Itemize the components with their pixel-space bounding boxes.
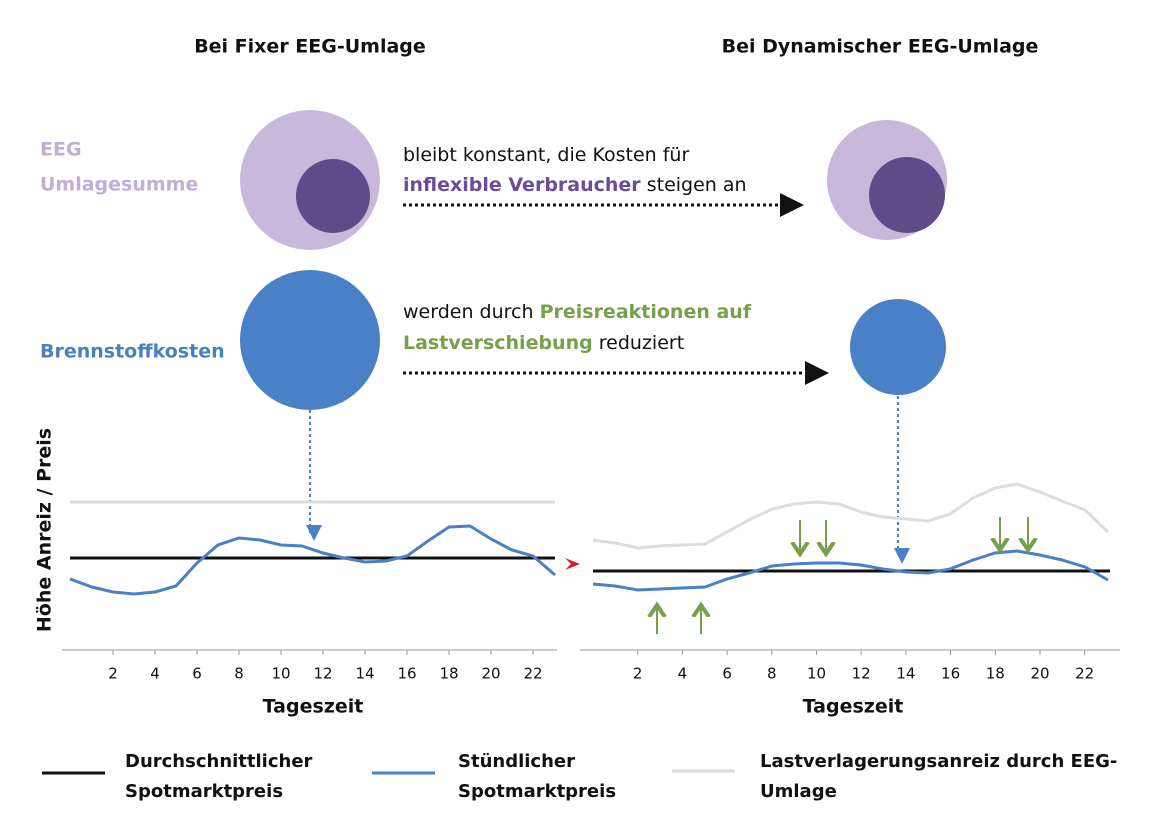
row-text: bleibt konstant, die Kosten für <box>403 144 689 166</box>
row-label: Umlagesumme <box>40 174 198 196</box>
x-tick-label: 2 <box>108 665 118 683</box>
text-segment: Lastverschiebung <box>403 332 593 354</box>
text-segment: werden durch <box>403 301 540 323</box>
text-segment: reduziert <box>593 332 684 354</box>
x-tick-label: 10 <box>807 665 826 683</box>
text-segment: steigen an <box>641 174 747 196</box>
x-tick-label: 2 <box>633 665 643 683</box>
legend-label: Umlage <box>760 781 837 802</box>
x-tick-label: 16 <box>941 665 960 683</box>
legend-label: Spotmarktpreis <box>125 781 283 802</box>
legend-label: Spotmarktpreis <box>458 781 616 802</box>
x-tick-label: 18 <box>439 665 458 683</box>
text-segment: bleibt konstant, die Kosten für <box>403 144 689 166</box>
title-left: Bei Fixer EEG-Umlage <box>194 36 426 58</box>
x-tick-label: 12 <box>313 665 332 683</box>
x-tick-label: 18 <box>986 665 1005 683</box>
fuel-circle <box>850 299 946 395</box>
x-tick-label: 8 <box>234 665 244 683</box>
legend-label: Durchschnittlicher <box>125 751 313 772</box>
text-segment: inflexible Verbraucher <box>403 174 641 196</box>
hourly-line <box>69 524 556 596</box>
legend <box>42 769 735 775</box>
y-label: Höhe Anreiz / Preis <box>34 428 56 632</box>
row-text: inflexible Verbraucher steigen an <box>403 174 747 196</box>
x-tick-label: 6 <box>192 665 202 683</box>
green-arrows <box>657 517 1028 634</box>
title-right: Bei Dynamischer EEG-Umlage <box>722 36 1039 58</box>
legend-label: Lastverlagerungsanreiz durch EEG- <box>760 751 1117 772</box>
x-tick-label: 12 <box>852 665 871 683</box>
x-tick-label: 10 <box>271 665 290 683</box>
row-label: EEG <box>40 139 82 161</box>
x-tick-label: 22 <box>1075 665 1094 683</box>
eeg-inner <box>296 159 370 233</box>
x-tick-label: 16 <box>397 665 416 683</box>
x-label: Tageszeit <box>803 696 904 718</box>
row-label: Brennstoffkosten <box>40 341 225 363</box>
circles <box>240 110 947 410</box>
chart-left <box>62 500 557 651</box>
chart-right <box>565 482 1120 651</box>
x-label: Tageszeit <box>263 696 364 718</box>
row-text: Lastverschiebung reduziert <box>403 332 684 354</box>
x-tick-label: 6 <box>722 665 732 683</box>
x-tick-label: 20 <box>481 665 500 683</box>
fuel-circle <box>240 270 380 410</box>
arrows <box>306 193 910 564</box>
eeg-inner <box>869 157 945 233</box>
x-tick-label: 20 <box>1030 665 1049 683</box>
row-text: werden durch Preisreaktionen auf <box>403 301 752 323</box>
x-tick-label: 14 <box>896 665 915 683</box>
x-tick-label: 4 <box>150 665 160 683</box>
text-segment: Preisreaktionen auf <box>540 301 752 323</box>
incentive-line <box>592 482 1110 550</box>
chevron <box>565 558 580 570</box>
x-tick-label: 4 <box>678 665 688 683</box>
legend-label: Stündlicher <box>458 751 575 772</box>
x-tick-label: 22 <box>523 665 542 683</box>
x-tick-label: 8 <box>767 665 777 683</box>
x-tick-label: 14 <box>355 665 374 683</box>
